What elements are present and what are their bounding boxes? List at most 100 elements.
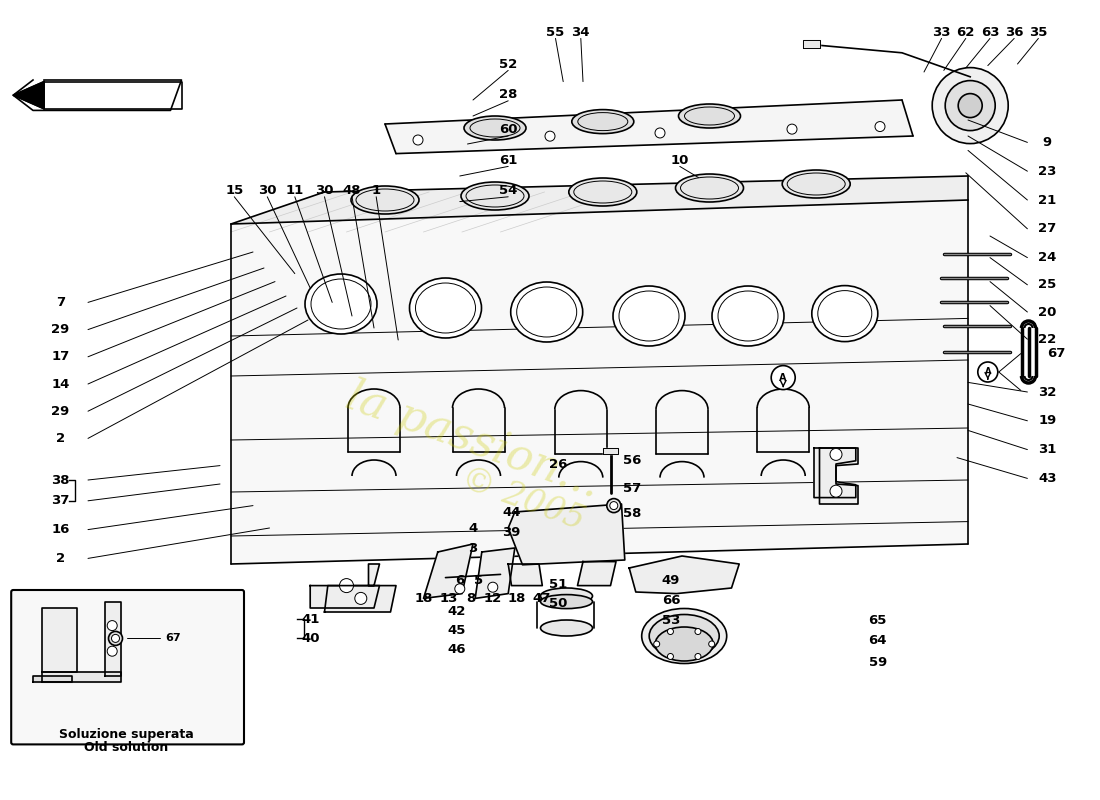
FancyBboxPatch shape: [11, 590, 244, 744]
Text: 25: 25: [1038, 278, 1056, 291]
Circle shape: [454, 584, 465, 594]
Ellipse shape: [675, 174, 744, 202]
Text: 19: 19: [1038, 414, 1056, 427]
Ellipse shape: [409, 278, 482, 338]
Text: 26: 26: [549, 458, 566, 470]
Text: 29: 29: [52, 323, 69, 336]
Polygon shape: [42, 608, 77, 672]
Circle shape: [653, 641, 660, 647]
Ellipse shape: [712, 286, 784, 346]
Text: 28: 28: [499, 88, 517, 101]
Polygon shape: [508, 564, 542, 586]
Text: 3: 3: [469, 542, 477, 555]
Text: 24: 24: [1038, 251, 1056, 264]
Text: Old solution: Old solution: [85, 741, 168, 754]
Text: 6: 6: [455, 574, 464, 587]
Polygon shape: [814, 448, 856, 498]
Text: 54: 54: [499, 184, 517, 197]
Text: 60: 60: [499, 123, 517, 136]
Text: 49: 49: [662, 574, 680, 587]
Text: 1: 1: [372, 184, 381, 197]
Text: 21: 21: [1038, 194, 1056, 206]
Text: 46: 46: [448, 643, 465, 656]
Circle shape: [544, 131, 556, 141]
Text: 34: 34: [572, 26, 590, 38]
Ellipse shape: [812, 286, 878, 342]
Text: 14: 14: [52, 378, 69, 390]
Circle shape: [487, 582, 498, 592]
Polygon shape: [578, 562, 616, 586]
Ellipse shape: [461, 182, 529, 210]
Polygon shape: [803, 40, 820, 48]
Text: 64: 64: [869, 634, 887, 646]
Text: © 2005: © 2005: [456, 463, 588, 537]
Text: 55: 55: [547, 26, 564, 38]
Text: A: A: [984, 367, 991, 377]
Text: 63: 63: [981, 26, 999, 38]
Text: 61: 61: [499, 154, 517, 166]
Ellipse shape: [305, 274, 377, 334]
Circle shape: [111, 634, 120, 642]
Ellipse shape: [540, 620, 593, 636]
Text: 38: 38: [52, 474, 69, 486]
Text: 7: 7: [56, 296, 65, 309]
Ellipse shape: [679, 104, 740, 128]
Text: 16: 16: [52, 523, 69, 536]
Circle shape: [668, 629, 673, 634]
Text: 44: 44: [503, 506, 520, 518]
Text: 57: 57: [624, 482, 641, 494]
Text: 39: 39: [503, 526, 520, 539]
Text: 4: 4: [469, 522, 477, 534]
Text: 52: 52: [499, 58, 517, 70]
Polygon shape: [820, 448, 858, 504]
Polygon shape: [603, 448, 618, 454]
Text: 47: 47: [532, 592, 550, 605]
Text: 12: 12: [484, 592, 502, 605]
Circle shape: [607, 498, 620, 513]
Polygon shape: [629, 556, 739, 594]
Text: 29: 29: [52, 405, 69, 418]
Polygon shape: [231, 176, 968, 224]
Ellipse shape: [613, 286, 685, 346]
Polygon shape: [508, 504, 625, 565]
Text: 23: 23: [1038, 165, 1056, 178]
Text: 22: 22: [1038, 333, 1056, 346]
Text: 11: 11: [286, 184, 304, 197]
Circle shape: [708, 641, 715, 647]
Circle shape: [609, 502, 618, 510]
Polygon shape: [310, 564, 380, 608]
Circle shape: [771, 366, 795, 390]
Circle shape: [830, 485, 842, 498]
Circle shape: [830, 448, 842, 460]
Text: 45: 45: [448, 624, 465, 637]
Text: 40: 40: [301, 632, 319, 645]
Text: 50: 50: [549, 597, 566, 610]
Ellipse shape: [782, 170, 850, 198]
Circle shape: [654, 128, 666, 138]
Text: 18: 18: [415, 592, 432, 605]
Circle shape: [695, 654, 701, 659]
Polygon shape: [104, 602, 121, 676]
Polygon shape: [44, 82, 182, 109]
Text: 20: 20: [1038, 306, 1056, 318]
Polygon shape: [385, 100, 913, 154]
Text: 9: 9: [1043, 136, 1052, 149]
Text: 35: 35: [1030, 26, 1047, 38]
Polygon shape: [424, 544, 473, 598]
Text: 67: 67: [165, 634, 180, 643]
Ellipse shape: [656, 627, 713, 661]
Text: 10: 10: [671, 154, 689, 166]
Circle shape: [874, 122, 886, 131]
Polygon shape: [13, 80, 181, 110]
Circle shape: [668, 654, 673, 659]
Circle shape: [945, 81, 996, 130]
Text: 41: 41: [301, 613, 319, 626]
Ellipse shape: [351, 186, 419, 214]
Text: Soluzione superata: Soluzione superata: [59, 728, 194, 741]
Text: 30: 30: [258, 184, 276, 197]
Ellipse shape: [649, 614, 719, 658]
Circle shape: [412, 135, 424, 145]
Ellipse shape: [464, 116, 526, 140]
Text: 17: 17: [52, 350, 69, 363]
Ellipse shape: [641, 609, 727, 663]
